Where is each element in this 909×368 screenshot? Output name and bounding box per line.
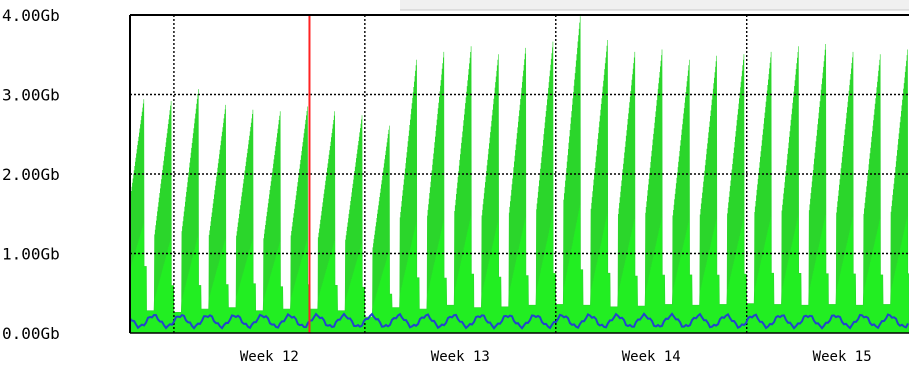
grid-lines (130, 15, 909, 333)
x-tick-label: Week 14 (622, 349, 681, 365)
overlay-window-edge (400, 0, 909, 10)
y-tick-label: 3.00Gb (2, 86, 60, 105)
x-axis-tick-labels: Week 12 Week 13 Week 14 Week 15 (240, 349, 872, 365)
y-tick-label: 0.00Gb (2, 324, 60, 343)
y-tick-label: 4.00Gb (2, 6, 60, 25)
x-tick-label: Week 15 (813, 349, 872, 365)
y-tick-label: 2.00Gb (2, 165, 60, 184)
y-tick-label: 1.00Gb (2, 245, 60, 264)
plot-frame (129, 14, 909, 334)
x-tick-label: Week 13 (431, 349, 490, 365)
blue-series-line (129, 312, 909, 330)
y-axis-tick-labels: 0.00Gb 1.00Gb 2.00Gb 3.00Gb 4.00Gb (2, 6, 60, 343)
x-tick-label: Week 12 (240, 349, 299, 365)
